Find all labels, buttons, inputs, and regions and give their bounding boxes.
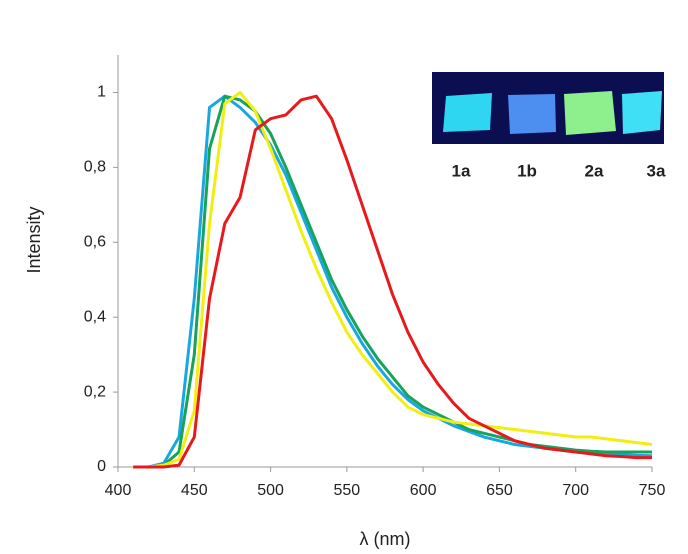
x-axis-label: λ (nm) [360, 529, 411, 549]
inset-label: 1b [517, 161, 537, 180]
inset-photo [432, 72, 664, 144]
y-axis-label: Intensity [24, 206, 44, 273]
x-tick-label: 500 [257, 482, 284, 499]
x-tick-label: 750 [639, 482, 666, 499]
series-line [133, 94, 652, 469]
sample [564, 91, 616, 135]
x-tick-label: 700 [562, 482, 589, 499]
x-tick-label: 600 [410, 482, 437, 499]
x-tick-label: 450 [181, 482, 208, 499]
sample [622, 91, 662, 134]
series-line [133, 90, 653, 469]
inset-label: 3a [647, 161, 666, 180]
y-tick-label: 0 [97, 458, 106, 475]
y-tick-label: 0,2 [84, 383, 106, 400]
y-tick-label: 0,6 [84, 233, 106, 250]
x-tick-label: 400 [105, 482, 132, 499]
series-line [133, 94, 652, 469]
y-tick-label: 1 [97, 84, 106, 101]
x-tick-label: 550 [334, 482, 361, 499]
inset-label: 2a [585, 161, 604, 180]
sample [443, 93, 492, 132]
x-tick-label: 650 [486, 482, 513, 499]
sample [508, 94, 556, 134]
y-tick-label: 0,8 [84, 159, 106, 176]
series-line [133, 94, 653, 469]
y-tick-label: 0,4 [84, 308, 106, 325]
inset-label: 1a [452, 161, 471, 180]
